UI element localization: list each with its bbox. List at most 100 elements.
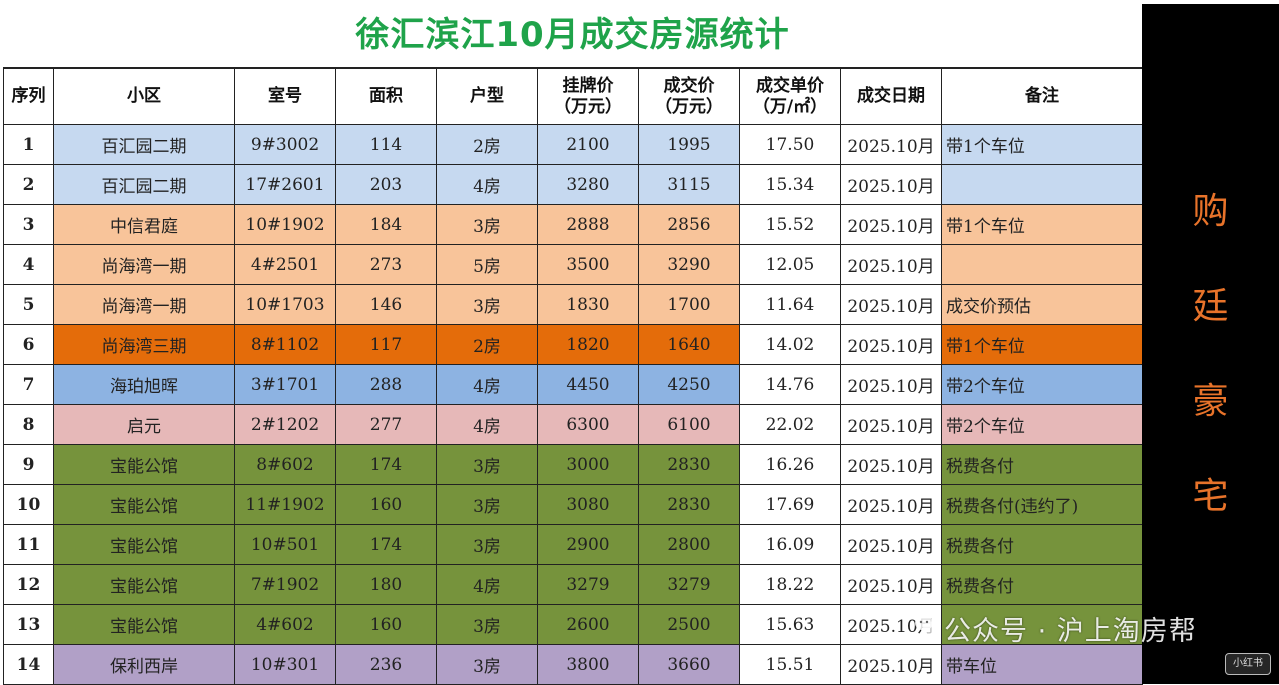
row-deal-price[interactable]: 1995 <box>638 124 740 165</box>
row-note[interactable]: 带车位 <box>941 644 1143 685</box>
row-index[interactable]: 8 <box>3 404 54 445</box>
row-unit-price[interactable]: 14.76 <box>739 364 841 405</box>
row-community[interactable]: 尚海湾一期 <box>53 244 235 285</box>
row-area[interactable]: 180 <box>335 564 437 605</box>
row-deal-price[interactable]: 1700 <box>638 284 740 325</box>
row-index[interactable]: 13 <box>3 604 54 645</box>
row-index[interactable]: 10 <box>3 484 54 525</box>
row-room[interactable]: 10#501 <box>234 524 336 565</box>
header-unit-price[interactable]: 成交单价 （万/㎡） <box>739 68 841 125</box>
row-room[interactable]: 17#2601 <box>234 164 336 205</box>
row-index[interactable]: 7 <box>3 364 54 405</box>
row-note[interactable]: 带2个车位 <box>941 364 1143 405</box>
row-layout[interactable]: 2房 <box>436 124 538 165</box>
row-community[interactable]: 中信君庭 <box>53 204 235 245</box>
row-list-price[interactable]: 2888 <box>537 204 639 245</box>
row-community[interactable]: 尚海湾三期 <box>53 324 235 365</box>
row-deal-price[interactable]: 3660 <box>638 644 740 685</box>
row-community[interactable]: 宝能公馆 <box>53 484 235 525</box>
row-note[interactable]: 带1个车位 <box>941 124 1143 165</box>
row-index[interactable]: 12 <box>3 564 54 605</box>
row-list-price[interactable]: 3280 <box>537 164 639 205</box>
row-deal-price[interactable]: 3290 <box>638 244 740 285</box>
row-area[interactable]: 146 <box>335 284 437 325</box>
row-list-price[interactable]: 3000 <box>537 444 639 485</box>
row-area[interactable]: 174 <box>335 524 437 565</box>
row-deal-price[interactable]: 3115 <box>638 164 740 205</box>
row-layout[interactable]: 3房 <box>436 524 538 565</box>
row-deal-price[interactable]: 6100 <box>638 404 740 445</box>
row-unit-price[interactable]: 11.64 <box>739 284 841 325</box>
header-note[interactable]: 备注 <box>941 68 1143 125</box>
header-room[interactable]: 室号 <box>234 68 336 125</box>
row-unit-price[interactable]: 16.26 <box>739 444 841 485</box>
row-note[interactable] <box>941 244 1143 285</box>
row-layout[interactable]: 4房 <box>436 564 538 605</box>
row-date[interactable]: 2025.10月 <box>840 164 942 205</box>
row-room[interactable]: 10#1902 <box>234 204 336 245</box>
row-deal-price[interactable]: 2830 <box>638 444 740 485</box>
row-index[interactable]: 2 <box>3 164 54 205</box>
row-layout[interactable]: 3房 <box>436 604 538 645</box>
row-note[interactable]: 带1个车位 <box>941 324 1143 365</box>
row-index[interactable]: 9 <box>3 444 54 485</box>
row-area[interactable]: 273 <box>335 244 437 285</box>
row-deal-price[interactable]: 1640 <box>638 324 740 365</box>
row-list-price[interactable]: 3080 <box>537 484 639 525</box>
row-unit-price[interactable]: 15.52 <box>739 204 841 245</box>
row-area[interactable]: 160 <box>335 484 437 525</box>
row-room[interactable]: 8#1102 <box>234 324 336 365</box>
row-layout[interactable]: 2房 <box>436 324 538 365</box>
row-list-price[interactable]: 2900 <box>537 524 639 565</box>
row-area[interactable]: 236 <box>335 644 437 685</box>
row-unit-price[interactable]: 14.02 <box>739 324 841 365</box>
row-date[interactable]: 2025.10月 <box>840 204 942 245</box>
row-note[interactable] <box>941 164 1143 205</box>
row-room[interactable]: 2#1202 <box>234 404 336 445</box>
row-deal-price[interactable]: 2500 <box>638 604 740 645</box>
row-area[interactable]: 174 <box>335 444 437 485</box>
row-layout[interactable]: 4房 <box>436 404 538 445</box>
header-area[interactable]: 面积 <box>335 68 437 125</box>
row-deal-price[interactable]: 2800 <box>638 524 740 565</box>
row-community[interactable]: 宝能公馆 <box>53 524 235 565</box>
row-note[interactable] <box>941 604 1143 645</box>
row-index[interactable]: 14 <box>3 644 54 685</box>
row-layout[interactable]: 4房 <box>436 164 538 205</box>
row-layout[interactable]: 4房 <box>436 364 538 405</box>
row-room[interactable]: 10#1703 <box>234 284 336 325</box>
row-list-price[interactable]: 3800 <box>537 644 639 685</box>
row-date[interactable]: 2025.10月 <box>840 404 942 445</box>
row-date[interactable]: 2025.10月 <box>840 124 942 165</box>
row-index[interactable]: 5 <box>3 284 54 325</box>
row-unit-price[interactable]: 22.02 <box>739 404 841 445</box>
row-deal-price[interactable]: 2830 <box>638 484 740 525</box>
row-deal-price[interactable]: 3279 <box>638 564 740 605</box>
row-note[interactable]: 税费各付 <box>941 444 1143 485</box>
row-room[interactable]: 8#602 <box>234 444 336 485</box>
row-list-price[interactable]: 2600 <box>537 604 639 645</box>
row-area[interactable]: 160 <box>335 604 437 645</box>
header-layout[interactable]: 户型 <box>436 68 538 125</box>
row-community[interactable]: 宝能公馆 <box>53 564 235 605</box>
row-date[interactable]: 2025.10月 <box>840 324 942 365</box>
row-community[interactable]: 百汇园二期 <box>53 124 235 165</box>
row-date[interactable]: 2025.10月 <box>840 564 942 605</box>
row-room[interactable]: 7#1902 <box>234 564 336 605</box>
row-list-price[interactable]: 1830 <box>537 284 639 325</box>
row-room[interactable]: 4#602 <box>234 604 336 645</box>
row-area[interactable]: 184 <box>335 204 437 245</box>
row-date[interactable]: 2025.10月 <box>840 284 942 325</box>
row-area[interactable]: 203 <box>335 164 437 205</box>
row-date[interactable]: 2025.10月 <box>840 364 942 405</box>
row-list-price[interactable]: 3500 <box>537 244 639 285</box>
row-unit-price[interactable]: 15.63 <box>739 604 841 645</box>
header-deal-price[interactable]: 成交价 （万元） <box>638 68 740 125</box>
row-date[interactable]: 2025.10月 <box>840 644 942 685</box>
row-community[interactable]: 海珀旭晖 <box>53 364 235 405</box>
row-note[interactable]: 带1个车位 <box>941 204 1143 245</box>
row-room[interactable]: 3#1701 <box>234 364 336 405</box>
row-area[interactable]: 117 <box>335 324 437 365</box>
row-deal-price[interactable]: 4250 <box>638 364 740 405</box>
row-list-price[interactable]: 3279 <box>537 564 639 605</box>
